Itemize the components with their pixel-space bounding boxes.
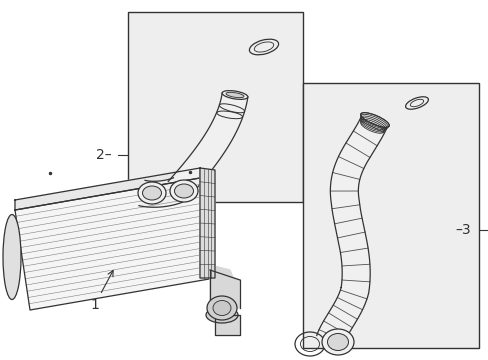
Ellipse shape bbox=[142, 186, 161, 200]
Ellipse shape bbox=[205, 307, 238, 323]
Ellipse shape bbox=[360, 113, 388, 127]
Ellipse shape bbox=[222, 91, 247, 99]
Polygon shape bbox=[139, 178, 182, 207]
Polygon shape bbox=[168, 93, 247, 199]
Polygon shape bbox=[200, 168, 215, 278]
Text: –3: –3 bbox=[454, 223, 469, 237]
Ellipse shape bbox=[138, 182, 165, 204]
Polygon shape bbox=[209, 265, 240, 306]
Ellipse shape bbox=[321, 329, 353, 355]
Bar bbox=[128, 12, 303, 202]
Ellipse shape bbox=[174, 184, 193, 198]
Text: 1: 1 bbox=[90, 298, 99, 312]
Ellipse shape bbox=[213, 301, 230, 315]
Text: 2–: 2– bbox=[96, 148, 112, 162]
Bar bbox=[303, 83, 478, 348]
Polygon shape bbox=[15, 178, 215, 310]
Polygon shape bbox=[15, 168, 200, 210]
Ellipse shape bbox=[206, 296, 237, 320]
Polygon shape bbox=[215, 315, 240, 335]
Ellipse shape bbox=[327, 333, 348, 351]
Ellipse shape bbox=[3, 215, 21, 300]
Ellipse shape bbox=[225, 92, 244, 98]
Ellipse shape bbox=[170, 180, 198, 202]
Polygon shape bbox=[209, 270, 240, 308]
Polygon shape bbox=[316, 115, 387, 345]
